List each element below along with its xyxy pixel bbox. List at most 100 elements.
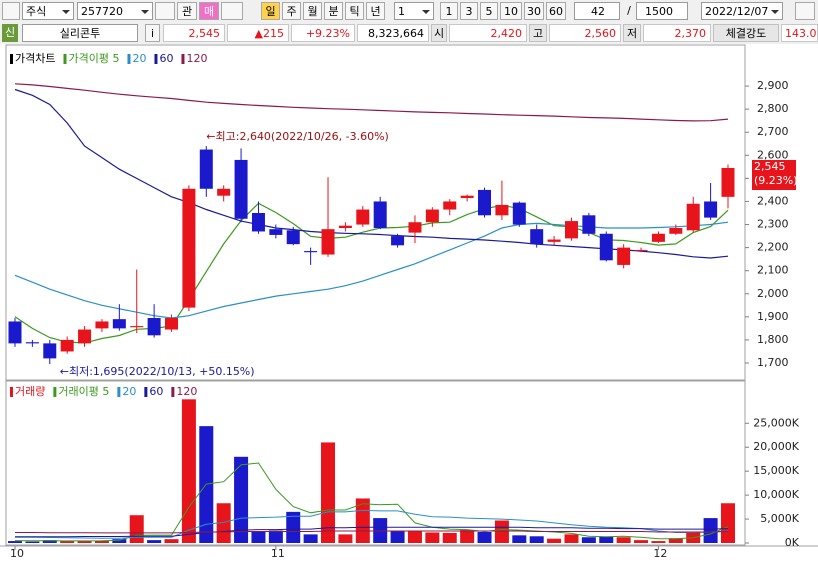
candle-body [651,233,665,242]
volume-bar [60,541,75,543]
volume-bar [25,541,40,543]
candle-body [321,229,335,255]
period-button[interactable]: 틱 [345,2,364,20]
volume-bar [147,540,162,543]
period-button[interactable]: 일 [261,2,280,20]
legend-marker [171,387,175,397]
moving-average [15,526,729,538]
change: ▲215 [227,24,289,42]
separator: / [627,4,631,17]
unit-select[interactable]: 1 [394,2,434,20]
candle-body [564,221,578,239]
candle-body [356,209,370,225]
interval-button[interactable]: 5 [480,2,498,20]
last-price-box [752,160,796,190]
interval-button[interactable]: 60 [546,2,566,20]
candle-body [147,318,161,336]
volume-bar [303,534,318,543]
interval-button[interactable]: 30 [524,2,544,20]
candle-body [95,321,109,329]
candle-body [199,149,213,189]
volume-bar [599,536,614,543]
legend-label: 가격이평 5 [68,52,119,65]
interval-button[interactable]: 10 [500,2,522,20]
legend-marker [127,54,131,64]
x-tick-label: 12 [653,547,667,560]
interval-button[interactable]: 3 [460,2,478,20]
candle-body [217,188,231,196]
moving-average [14,221,729,319]
badge: 신 [2,24,18,42]
volume-bar [164,539,179,543]
high: 2,560 [549,24,621,42]
candle-body [43,343,57,359]
annotation: ←최저:1,695(2022/10/13, +50.15%) [60,365,255,378]
candle-body [547,239,561,242]
volume-bar [321,442,336,543]
candle-body [425,209,439,223]
menu-icon[interactable] [2,2,20,20]
candle-body [60,339,74,352]
interval-button[interactable]: 1 [440,2,458,20]
volume-bar [442,532,457,543]
volume-bar [181,399,196,543]
y-tick-label: 2,200 [757,241,789,254]
watch-button[interactable]: 관 [177,2,197,20]
candle-body [617,247,631,265]
trade-button[interactable]: 매 [199,2,219,20]
volume-bar [8,541,22,543]
volume-bar [494,520,509,543]
volume-bar [547,538,562,543]
code-input[interactable]: 257720 [77,2,153,20]
candle-body [8,321,22,344]
volume-bar [355,498,370,543]
volume-bar [268,530,283,543]
volume-bar [616,537,631,543]
y-tick-label: 20,000K [753,440,799,453]
volume-bar [251,531,266,543]
candle-body [269,229,283,235]
x-tick-label: 10 [10,547,24,560]
info-button[interactable]: i [145,24,160,42]
legend-marker [10,387,13,397]
open: 2,420 [449,24,527,42]
y-tick-label: 2,000 [757,287,789,300]
last-price-label: 2,545 [754,160,786,173]
moving-average [15,530,729,534]
legend-label: 거래량 [15,385,45,398]
legend-marker [154,54,158,64]
settings-icon[interactable] [795,2,815,20]
y-tick-label: 1,900 [757,310,789,323]
volume-bar [42,540,57,543]
low-label: 저 [623,24,641,42]
strength: 143.0 [781,24,818,42]
y-tick-label: 2,900 [757,79,789,92]
volume-bar [512,535,527,543]
volume-bar [529,536,544,543]
y-tick-label: 2,400 [757,194,789,207]
period-button[interactable]: 년 [366,2,385,20]
date-select[interactable]: 2022/12/07 [701,2,783,20]
volume-bar [286,511,301,543]
market-select[interactable]: 주식 [22,2,74,20]
count-input[interactable]: 42 [574,2,620,20]
y-tick-label: 25,000K [753,416,799,429]
volume-bar [407,530,422,543]
search-button[interactable] [155,2,175,20]
candle-body [478,189,492,216]
y-tick-label: 0K [785,536,800,549]
total-input[interactable]: 1500 [636,2,688,20]
toolbar: 주식 257720 관 매 일 주 월 분 틱 년 1 1 3 5 10 30 … [0,0,818,44]
period-button[interactable]: 주 [282,2,301,20]
volume-bar [129,515,144,543]
spinner[interactable] [221,2,243,20]
period-button[interactable]: 분 [324,2,343,20]
candle-body [304,251,318,253]
y-tick-label: 1,800 [757,333,789,346]
y-tick-label: 5,000K [760,512,799,525]
legend-label: 거래이평 5 [58,385,109,398]
candle-body [408,222,422,233]
candle-body [582,215,596,234]
period-button[interactable]: 월 [303,2,322,20]
volume-bar [581,537,596,543]
